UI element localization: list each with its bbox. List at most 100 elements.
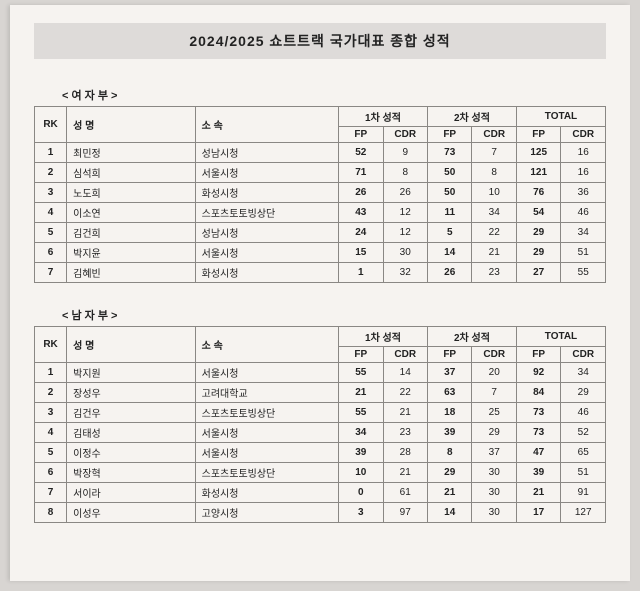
cell-rk: 3: [35, 403, 67, 423]
cell-fp2: 14: [427, 503, 471, 523]
cell-cdrT: 34: [561, 363, 606, 383]
cell-cdr2: 21: [472, 243, 516, 263]
cell-cdrT: 46: [561, 203, 606, 223]
cell-fp2: 8: [427, 443, 471, 463]
cell-name: 장성우: [67, 383, 196, 403]
cell-cdrT: 16: [561, 163, 606, 183]
cell-fp1: 10: [339, 463, 383, 483]
cell-cdr2: 22: [472, 223, 516, 243]
cell-team: 서울시청: [195, 243, 338, 263]
cell-fp1: 24: [339, 223, 383, 243]
cell-name: 심석희: [67, 163, 196, 183]
cell-team: 스포츠토토빙상단: [195, 463, 338, 483]
hdr-group2: 2차 성적: [427, 327, 516, 347]
hdr-fp: FP: [339, 127, 383, 143]
cell-cdr2: 30: [472, 483, 516, 503]
hdr-fp: FP: [516, 347, 560, 363]
table-row: 4김태성서울시청342339297352: [35, 423, 606, 443]
table-row: 6박장혁스포츠토토빙상단102129303951: [35, 463, 606, 483]
cell-fp1: 3: [339, 503, 383, 523]
cell-fp2: 5: [427, 223, 471, 243]
cell-team: 성남시청: [195, 223, 338, 243]
cell-cdr2: 20: [472, 363, 516, 383]
table-row: 3노도희화성시청262650107636: [35, 183, 606, 203]
cell-fpT: 73: [516, 403, 560, 423]
cell-name: 이성우: [67, 503, 196, 523]
cell-fp2: 26: [427, 263, 471, 283]
cell-cdrT: 51: [561, 243, 606, 263]
page-title: 2024/2025 쇼트트랙 국가대표 종합 성적: [34, 23, 606, 59]
cell-cdr1: 22: [383, 383, 427, 403]
cell-cdrT: 34: [561, 223, 606, 243]
tbody-women: 1최민정성남시청529737125162심석희서울시청718508121163노…: [35, 143, 606, 283]
cell-fpT: 29: [516, 223, 560, 243]
cell-fp1: 34: [339, 423, 383, 443]
cell-name: 노도희: [67, 183, 196, 203]
cell-rk: 2: [35, 163, 67, 183]
cell-cdr2: 30: [472, 503, 516, 523]
hdr-group2: 2차 성적: [427, 107, 516, 127]
hdr-rk: RK: [35, 107, 67, 143]
cell-cdrT: 36: [561, 183, 606, 203]
cell-cdr1: 21: [383, 463, 427, 483]
document-sheet: 2024/2025 쇼트트랙 국가대표 종합 성적 < 여 자 부 > RK 성…: [10, 5, 630, 581]
cell-cdr1: 28: [383, 443, 427, 463]
cell-rk: 7: [35, 263, 67, 283]
cell-rk: 7: [35, 483, 67, 503]
cell-name: 김건우: [67, 403, 196, 423]
hdr-cdr: CDR: [561, 127, 606, 143]
hdr-group1: 1차 성적: [339, 327, 428, 347]
hdr-group1: 1차 성적: [339, 107, 428, 127]
table-row: 5김건희성남시청24125222934: [35, 223, 606, 243]
table-row: 2심석희서울시청71850812116: [35, 163, 606, 183]
cell-fpT: 125: [516, 143, 560, 163]
hdr-total: TOTAL: [516, 107, 605, 127]
cell-team: 서울시청: [195, 443, 338, 463]
cell-fpT: 73: [516, 423, 560, 443]
cell-cdrT: 16: [561, 143, 606, 163]
cell-team: 고려대학교: [195, 383, 338, 403]
cell-cdr1: 97: [383, 503, 427, 523]
hdr-cdr: CDR: [472, 127, 516, 143]
table-row: 1박지원서울시청551437209234: [35, 363, 606, 383]
cell-fpT: 17: [516, 503, 560, 523]
cell-fp1: 71: [339, 163, 383, 183]
cell-fpT: 76: [516, 183, 560, 203]
cell-cdr1: 9: [383, 143, 427, 163]
cell-fp1: 52: [339, 143, 383, 163]
cell-cdr1: 8: [383, 163, 427, 183]
cell-cdrT: 46: [561, 403, 606, 423]
hdr-team: 소 속: [195, 107, 338, 143]
cell-fp1: 55: [339, 403, 383, 423]
cell-cdr1: 12: [383, 223, 427, 243]
cell-cdr1: 32: [383, 263, 427, 283]
cell-fp1: 1: [339, 263, 383, 283]
cell-fp1: 26: [339, 183, 383, 203]
hdr-fp: FP: [339, 347, 383, 363]
cell-name: 최민정: [67, 143, 196, 163]
cell-fp1: 15: [339, 243, 383, 263]
hdr-name: 성 명: [67, 107, 196, 143]
cell-name: 박지윤: [67, 243, 196, 263]
cell-cdr1: 23: [383, 423, 427, 443]
table-row: 7김혜빈화성시청13226232755: [35, 263, 606, 283]
cell-cdr1: 26: [383, 183, 427, 203]
cell-cdr2: 10: [472, 183, 516, 203]
cell-rk: 4: [35, 203, 67, 223]
cell-fp1: 39: [339, 443, 383, 463]
cell-fp2: 37: [427, 363, 471, 383]
cell-cdr1: 30: [383, 243, 427, 263]
cell-fp1: 43: [339, 203, 383, 223]
cell-rk: 2: [35, 383, 67, 403]
cell-fp2: 50: [427, 163, 471, 183]
cell-rk: 1: [35, 143, 67, 163]
cell-cdr2: 29: [472, 423, 516, 443]
cell-fpT: 29: [516, 243, 560, 263]
hdr-cdr: CDR: [561, 347, 606, 363]
cell-rk: 5: [35, 223, 67, 243]
cell-cdr1: 12: [383, 203, 427, 223]
cell-cdr2: 8: [472, 163, 516, 183]
cell-cdr1: 21: [383, 403, 427, 423]
cell-name: 이정수: [67, 443, 196, 463]
cell-cdr2: 30: [472, 463, 516, 483]
